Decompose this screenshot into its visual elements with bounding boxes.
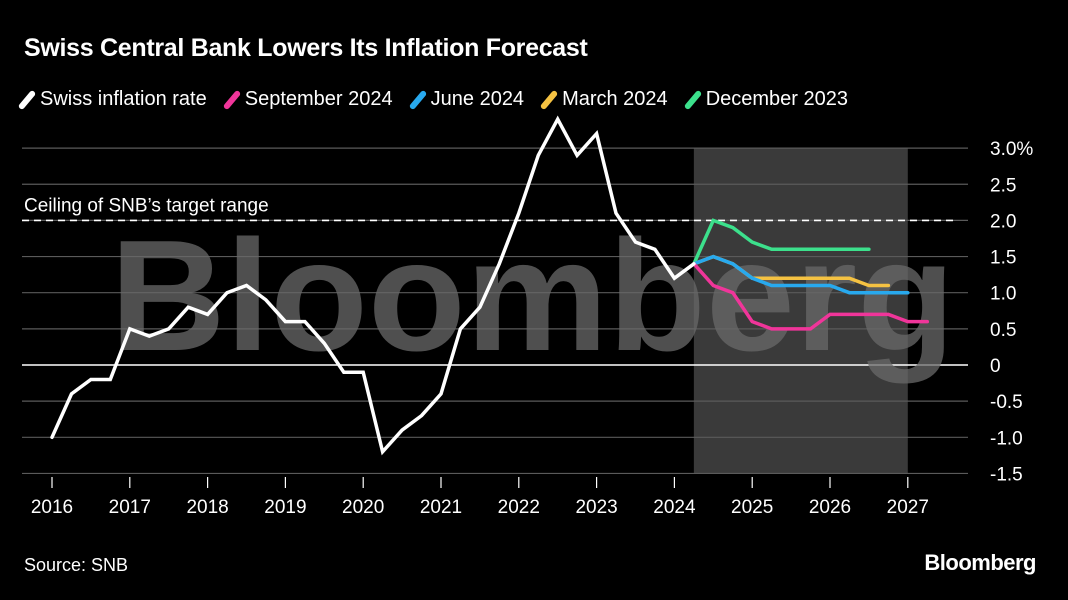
x-tick-label: 2021 (420, 497, 462, 518)
x-tick-label: 2019 (264, 497, 306, 518)
x-tick-label: 2022 (498, 497, 540, 518)
x-tick-label: 2027 (887, 497, 929, 518)
chart-title: Swiss Central Bank Lowers Its Inflation … (24, 34, 588, 62)
legend-item: June 2024 (408, 88, 525, 111)
bloomberg-logo: Bloomberg (924, 550, 1036, 575)
series-line-swiss-inflation-rate (50, 115, 696, 456)
y-tick-label: 0.5 (990, 320, 1016, 341)
watermark: Bloomberg (110, 208, 955, 384)
y-tick-label: 1.5 (990, 248, 1016, 269)
y-tick-label: 2.5 (990, 175, 1016, 196)
series-line-june-2024 (692, 254, 910, 295)
y-tick-label: 3.0% (990, 139, 1033, 160)
x-tick-label: 2018 (186, 497, 228, 518)
legend-label: Swiss inflation rate (40, 88, 207, 110)
y-tick-label: 1.0 (990, 284, 1016, 305)
x-tick-label: 2023 (575, 497, 617, 518)
legend-label: December 2023 (705, 88, 848, 110)
y-tick-label: -1.5 (990, 464, 1023, 485)
legend-label: March 2024 (562, 88, 668, 110)
y-tick-label: -0.5 (990, 392, 1023, 413)
source-note: Source: SNB (24, 555, 129, 575)
legend-label: June 2024 (430, 88, 525, 110)
legend-item: December 2023 (683, 88, 848, 111)
x-tick-label: 2016 (31, 497, 73, 518)
y-tick-label: 0 (990, 356, 1001, 377)
reference-line-label: Ceiling of SNB’s target range (24, 195, 269, 216)
x-tick-label: 2024 (653, 497, 696, 518)
legend-label: September 2024 (244, 88, 393, 110)
x-tick-label: 2017 (109, 497, 151, 518)
x-tick-label: 2020 (342, 497, 384, 518)
legend-item: Swiss inflation rate (17, 88, 207, 111)
forecast-shading (693, 148, 908, 474)
series-line-september-2024 (692, 262, 930, 331)
legend-item: September 2024 (222, 88, 393, 111)
legend: Swiss inflation rate September 2024 June… (17, 88, 848, 111)
x-tick-label: 2025 (731, 497, 773, 518)
y-tick-label: 2.0 (990, 211, 1016, 232)
x-tick-label: 2026 (809, 497, 851, 518)
y-tick-label: -1.0 (990, 428, 1023, 449)
legend-item: March 2024 (539, 88, 668, 111)
series-line-december-2023 (692, 218, 871, 266)
